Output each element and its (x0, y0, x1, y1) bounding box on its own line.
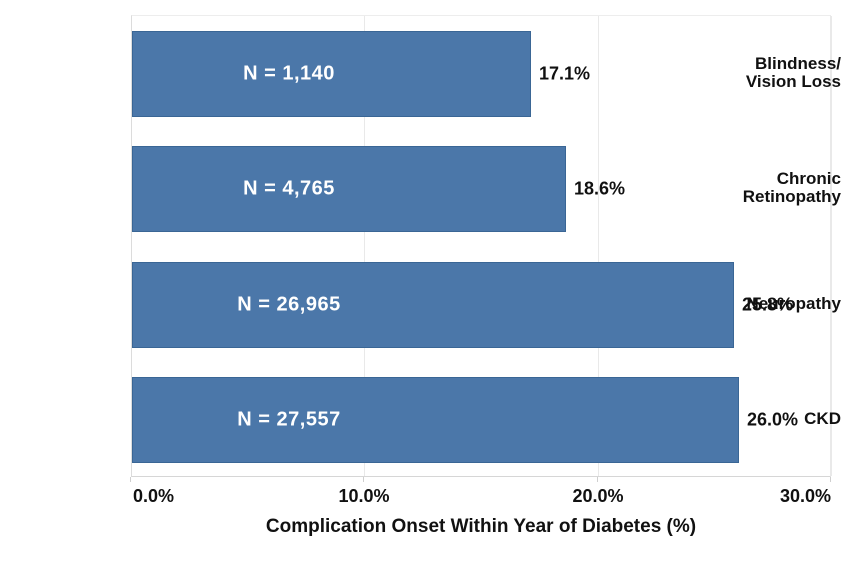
bar-2 (132, 146, 566, 232)
plot-area: N = 1,140 17.1% N = 4,765 18.6% N = 26,965 25… (131, 15, 832, 477)
category-label: Chronic Retinopathy (742, 169, 841, 206)
x-tick-label: 20.0% (572, 486, 624, 506)
bar-count-label: N = 4,765 (243, 177, 335, 200)
x-tick-label: 0.0% (133, 486, 175, 506)
x-tick-label: 10.0% (338, 486, 390, 506)
x-tick-mark (597, 477, 598, 482)
bar-value-label: 25.8% (742, 294, 794, 315)
x-tick-mark (830, 477, 831, 482)
x-tick-label: 30.0% (779, 486, 831, 506)
bar-1 (132, 31, 531, 117)
bar-count-label: N = 1,140 (243, 62, 335, 85)
x-tick-mark (363, 477, 364, 482)
category-label: Blindness/ Vision Loss (745, 54, 841, 91)
bar-count-label: N = 26,965 (237, 293, 341, 316)
bar-value-label: 18.6% (574, 178, 626, 199)
bar-count-label: N = 27,557 (237, 408, 341, 431)
x-axis-title: Complication Onset Within Year of Diabet… (265, 516, 697, 537)
bar-value-label: 17.1% (539, 63, 591, 84)
bar-value-label: 26.0% (747, 409, 799, 430)
x-tick-mark (130, 477, 131, 482)
bar-4 (132, 377, 739, 463)
bar-3 (132, 262, 734, 348)
category-label: Neuropathy (746, 294, 841, 313)
category-label: CKD (804, 409, 841, 428)
